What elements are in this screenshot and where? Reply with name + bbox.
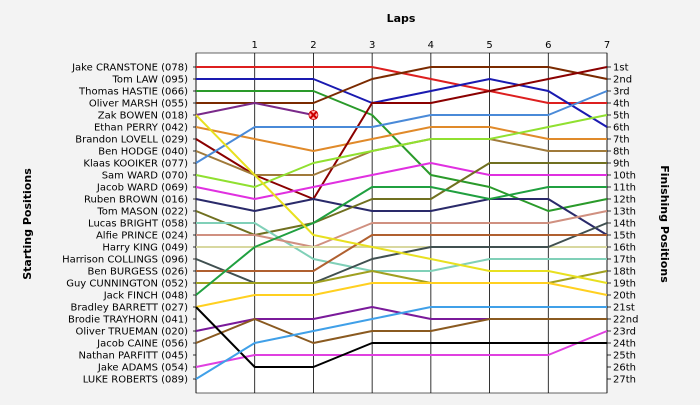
finishing-position-label: 20th (613, 291, 636, 302)
finishing-position-label: 13th (613, 207, 636, 218)
retired-marker (308, 110, 319, 120)
series-line (195, 90, 608, 164)
series-line (195, 114, 608, 188)
series-lines (195, 66, 608, 380)
starting-position-label: Brandon LOVELL (029) (75, 135, 188, 146)
finishing-position-label: 7th (613, 135, 630, 146)
series-line (195, 282, 608, 308)
series-line (195, 198, 608, 236)
starting-position-label: Nathan PARFITT (045) (78, 351, 188, 362)
lap-tick-label: 5 (486, 40, 492, 51)
left-axis-title: Starting Positions (21, 168, 34, 280)
starting-position-labels: Jake CRANSTONE (078)Tom LAW (095)Thomas … (62, 63, 196, 386)
series-line (196, 234, 607, 272)
starting-position-label: Harrison COLLINGS (096) (62, 255, 188, 266)
finishing-position-labels: 1st2nd3rd4th5th6th7th8th9th10th11th12th1… (607, 63, 638, 386)
finishing-position-label: 3rd (613, 87, 630, 98)
finishing-position-label: 2nd (613, 75, 632, 86)
series-line (195, 306, 607, 380)
finishing-position-label: 14th (613, 219, 636, 230)
starting-position-label: Sam WARD (070) (102, 171, 188, 182)
starting-position-label: Ruben BROWN (016) (84, 195, 188, 206)
x-axis-title: Laps (387, 12, 416, 25)
starting-position-label: LUKE ROBERTS (089) (83, 375, 188, 386)
series-line (196, 222, 607, 272)
series-line (195, 126, 607, 152)
starting-position-label: Ben HODGE (040) (98, 147, 188, 158)
starting-position-label: Lucas BRIGHT (058) (88, 219, 188, 230)
starting-position-label: Jack FINCH (048) (103, 291, 188, 302)
finishing-position-label: 6th (613, 123, 630, 134)
starting-position-label: Tom LAW (095) (112, 75, 189, 86)
finishing-position-label: 11th (613, 183, 636, 194)
starting-position-label: Jake ADAMS (054) (97, 363, 188, 374)
series-line (195, 102, 314, 116)
starting-position-label: Oliver MARSH (055) (89, 99, 188, 110)
finishing-position-label: 24th (613, 339, 636, 350)
starting-position-label: Klaas KOOIKER (077) (83, 159, 188, 170)
finishing-position-label: 8th (613, 147, 630, 158)
finishing-position-label: 18th (613, 267, 636, 278)
starting-position-label: Jacob WARD (069) (96, 183, 188, 194)
finishing-position-label: 23rd (613, 327, 636, 338)
series-line (195, 162, 607, 200)
starting-position-label: Jake CRANSTONE (078) (71, 63, 188, 74)
plot-area (195, 52, 608, 394)
series-line (196, 78, 608, 128)
series-line (195, 66, 608, 200)
series-line (195, 318, 607, 344)
finishing-position-label: 10th (613, 171, 636, 182)
finishing-position-label: 16th (613, 243, 636, 254)
finishing-position-label: 1st (613, 63, 629, 74)
starting-position-label: Brodie TRAYHORN (041) (68, 315, 188, 326)
finishing-position-label: 22nd (613, 315, 638, 326)
starting-position-label: Jacob CAINE (056) (96, 339, 188, 350)
starting-position-label: Harry KING (049) (102, 243, 188, 254)
finishing-position-label: 19th (613, 279, 636, 290)
starting-position-label: Bradley BARRETT (027) (71, 303, 189, 314)
series-markers (308, 110, 319, 120)
finishing-position-label: 21st (613, 303, 635, 314)
finishing-position-label: 5th (613, 111, 630, 122)
lap-tick-label: 2 (310, 40, 316, 51)
lap-tick-labels: 1 2 3 4 5 6 7 (252, 40, 611, 51)
series-line (195, 162, 607, 236)
lap-tick-label: 3 (369, 40, 375, 51)
series-line (196, 66, 608, 104)
lap-tick-label: 1 (252, 40, 258, 51)
series-line (195, 114, 608, 284)
lap-tick-label: 6 (545, 40, 551, 51)
right-axis-title: Finishing Positions (658, 165, 671, 283)
lap-tick-label: 7 (604, 40, 610, 51)
finishing-position-label: 12th (613, 195, 636, 206)
starting-position-label: Tom MASON (022) (96, 207, 188, 218)
starting-position-label: Zak BOWEN (018) (98, 111, 188, 122)
starting-position-label: Ethan PERRY (042) (94, 123, 188, 134)
series-line (195, 330, 608, 368)
lap-tick-label: 4 (428, 40, 434, 51)
starting-position-label: Ben BURGESS (026) (88, 267, 189, 278)
finishing-position-label: 27th (613, 375, 636, 386)
finishing-position-label: 9th (613, 159, 630, 170)
series-line (195, 306, 607, 368)
starting-position-label: Alfie PRINCE (024) (96, 231, 188, 242)
starting-position-label: Guy CUNNINGTON (052) (66, 279, 188, 290)
series-line (196, 210, 608, 248)
finishing-position-label: 15th (613, 231, 636, 242)
finishing-position-label: 4th (613, 99, 630, 110)
finishing-position-label: 25th (613, 351, 636, 362)
finishing-position-label: 26th (613, 363, 636, 374)
starting-position-label: Oliver TRUEMAN (020) (76, 327, 189, 338)
starting-position-label: Thomas HASTIE (066) (78, 87, 188, 98)
finishing-position-label: 17th (613, 255, 636, 266)
series-line (195, 186, 607, 296)
